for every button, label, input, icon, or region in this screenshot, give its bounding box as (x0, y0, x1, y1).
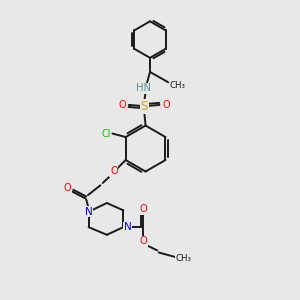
Text: Cl: Cl (101, 128, 111, 139)
Text: N: N (124, 222, 131, 232)
Text: O: O (118, 100, 126, 110)
Text: O: O (140, 205, 147, 214)
Text: O: O (140, 236, 147, 246)
Text: N: N (85, 207, 92, 217)
Text: O: O (162, 100, 170, 110)
Text: CH₃: CH₃ (175, 254, 191, 263)
Text: HN: HN (136, 83, 151, 93)
Text: CH₃: CH₃ (170, 81, 186, 90)
Text: O: O (64, 183, 71, 193)
Text: S: S (140, 100, 148, 113)
Text: O: O (110, 166, 118, 176)
